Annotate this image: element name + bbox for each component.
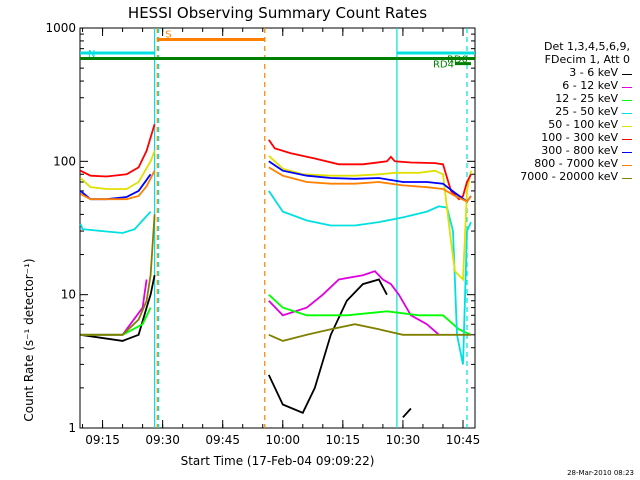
series-line-0 [267,278,388,414]
x-tick-label: 09:15 [85,433,120,447]
x-tick-label: 09:30 [145,433,180,447]
series-line-2 [268,294,472,336]
x-tick-label: 10:15 [326,433,361,447]
legend-swatch [622,113,632,114]
legend-label: 12 - 25 keV [555,92,618,105]
legend-label: 6 - 12 keV [562,79,618,92]
legend-header-line: FDecim 1, Att 0 [544,53,630,66]
x-tick-label: 10:30 [386,433,421,447]
legend-swatch [622,74,632,75]
legend-label: 7000 - 20000 keV [520,170,618,183]
legend-swatch [622,165,632,166]
series-line-6 [268,160,472,203]
y-tick-label: 1000 [45,21,76,35]
annotation-label: S [165,29,171,40]
series-line-3 [268,190,472,365]
chart-title: HESSI Observing Summary Count Rates [127,4,428,22]
legend-swatch [622,178,632,179]
series-line-7 [268,166,472,203]
legend-label: 300 - 800 keV [541,144,618,157]
series-line-3 [79,210,152,234]
y-tick-label: 1 [68,421,76,435]
series-line-5 [80,123,156,178]
legend-swatch [622,126,632,127]
legend-header-line: Det 1,3,4,5,6,9, [543,40,630,53]
y-tick-label: 100 [53,154,76,168]
series-line-1 [268,270,440,336]
legend-label: 100 - 300 keV [541,131,618,144]
y-tick-label: 10 [61,288,76,302]
legend-swatch [622,100,632,101]
y-axis-label: Count Rate (s⁻¹ detector⁻¹) [22,258,36,422]
series-line-8 [268,323,471,342]
legend-label: 800 - 7000 keV [534,157,618,170]
legend-swatch [622,152,632,153]
legend-label: 3 - 6 keV [569,66,618,79]
series-line-0 [80,275,156,342]
series-line-5 [268,139,472,201]
annotation-label: RD0 [447,55,468,66]
legend-swatch [622,87,632,88]
plot-frame [79,27,476,429]
series-line-7 [80,170,156,201]
x-tick-label: 10:00 [265,433,300,447]
annotation-label: RD4 [433,60,454,71]
series-line-8 [80,214,156,336]
legend-label: 25 - 50 keV [555,105,618,118]
x-tick-label: 09:45 [205,433,240,447]
legend-label: 50 - 100 keV [548,118,618,131]
series-line-4 [268,155,472,282]
x-tick-label: 10:45 [446,433,481,447]
x-axis-label: Start Time (17-Feb-04 09:09:22) [180,454,375,468]
series-line-0 [402,407,412,419]
series-line-4 [79,150,156,190]
annotation-label: N [88,49,95,60]
date-stamp: 28-Mar-2010 08:23 [567,469,634,477]
legend-swatch [622,139,632,140]
